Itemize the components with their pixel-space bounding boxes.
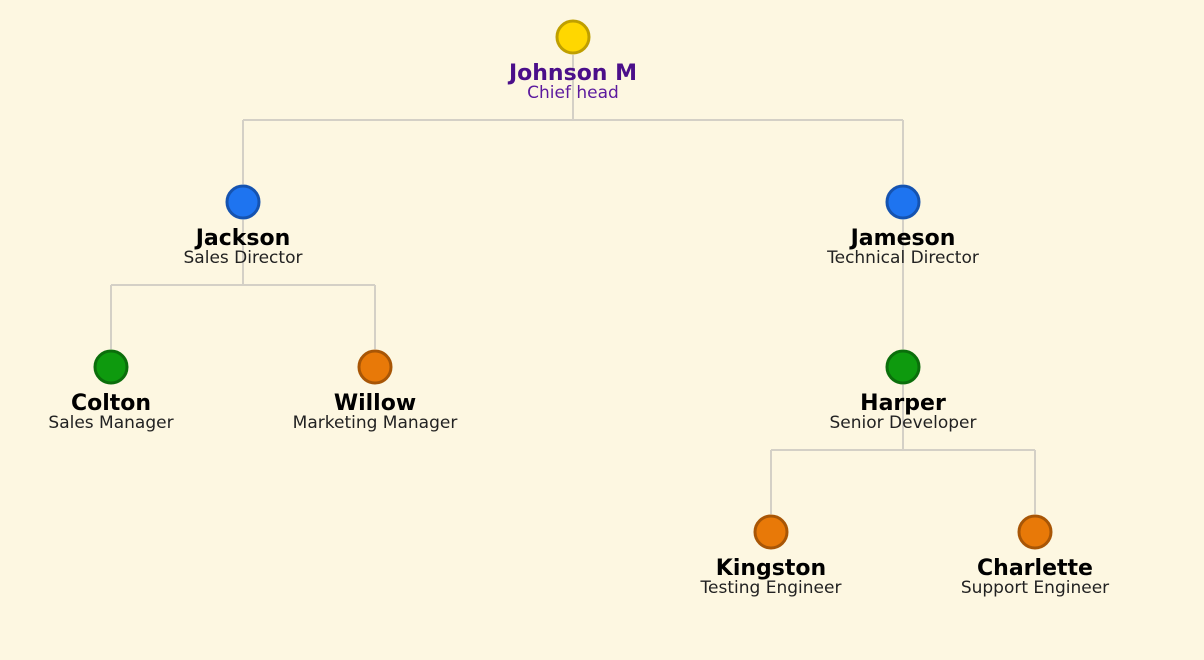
node-name-johnson-m: Johnson M [507,61,637,86]
connector-harper [770,385,1036,514]
node-name-charlette: Charlette [977,556,1093,581]
node-circle-jackson[interactable] [225,184,261,220]
node-title-johnson-m: Chief head [527,83,619,103]
connector-johnson-m [242,55,904,184]
node-name-willow: Willow [334,391,416,416]
node-circle-kingston[interactable] [753,514,789,550]
node-circle-willow[interactable] [357,349,393,385]
connector-jackson [110,220,376,349]
node-circle-charlette[interactable] [1017,514,1053,550]
node-name-colton: Colton [71,391,151,416]
connector-layer [110,55,1036,514]
node-title-colton: Sales Manager [48,413,173,433]
node-circle-johnson-m[interactable] [555,19,591,55]
node-title-kingston: Testing Engineer [700,578,842,598]
node-name-kingston: Kingston [716,556,826,581]
node-title-harper: Senior Developer [830,413,977,433]
node-title-jameson: Technical Director [826,248,979,268]
node-title-willow: Marketing Manager [293,413,458,433]
node-title-charlette: Support Engineer [961,578,1109,598]
node-name-harper: Harper [860,391,946,416]
node-circle-jameson[interactable] [885,184,921,220]
node-name-jameson: Jameson [849,226,956,251]
node-circle-colton[interactable] [93,349,129,385]
node-name-jackson: Jackson [194,226,291,251]
node-circle-harper[interactable] [885,349,921,385]
node-title-jackson: Sales Director [184,248,303,268]
